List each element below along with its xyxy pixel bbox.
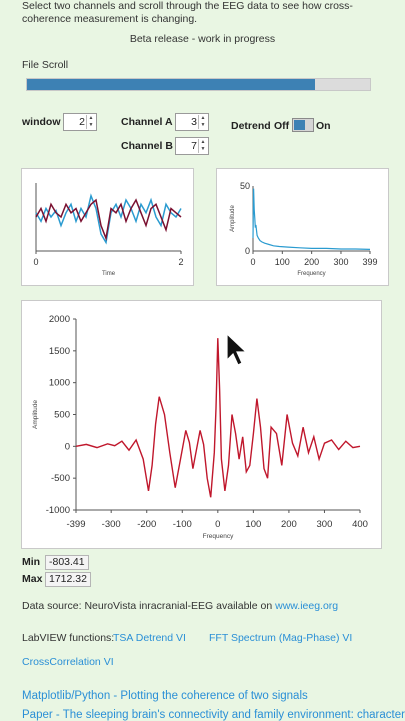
x-tick-label: 300 xyxy=(317,519,333,530)
x-tick-label: 100 xyxy=(245,519,261,530)
fft-spectrum-link[interactable]: FFT Spectrum (Mag-Phase) VI xyxy=(209,632,353,644)
x-tick-label: -200 xyxy=(137,519,156,530)
cross-correlation-chart: -399 -300 -200 -100 0 100 200 300 40020001500100… xyxy=(32,314,368,540)
x-tick-label: 300 xyxy=(333,257,348,267)
spectrum-panel: 0 100 200 300 399 0 50 Frequency Amplitude xyxy=(216,168,389,286)
y-tick-label: 0 xyxy=(245,246,250,256)
stepper-arrows-icon[interactable]: ▲ ▼ xyxy=(86,115,95,129)
min-value: -803.41 xyxy=(45,555,89,570)
file-scroll-label: File Scroll xyxy=(22,59,69,71)
toggle-knob xyxy=(294,120,305,130)
stepper-arrows-icon[interactable]: ▲ ▼ xyxy=(198,139,207,153)
x-tick-label: 399 xyxy=(362,257,377,267)
intro-text: Select two channels and scroll through t… xyxy=(22,0,353,25)
x-tick-label: -399 xyxy=(66,519,85,530)
ieeg-link[interactable]: www.ieeg.org xyxy=(275,600,339,612)
tsa-detrend-link[interactable]: TSA Detrend VI xyxy=(113,632,186,644)
y-axis-label: Amplitude xyxy=(32,400,39,429)
channel-b-value: 7 xyxy=(191,140,197,152)
max-value: 1712.32 xyxy=(45,572,91,587)
file-scroll-slider[interactable] xyxy=(26,78,371,91)
y-tick-label: -1000 xyxy=(46,505,70,516)
spectrum-line xyxy=(252,188,371,250)
spectrum-chart: 0 100 200 300 399 0 50 Frequency Amplitude xyxy=(230,181,378,277)
beta-notice: Beta release - work in progress xyxy=(129,33,276,45)
x-tick-label: 0 xyxy=(250,257,255,267)
mouse-pointer-icon xyxy=(226,333,248,366)
data-source: Data source: NeuroVista inracranial-EEG … xyxy=(22,600,338,612)
x-axis-label: Frequency xyxy=(203,533,234,540)
labview-label: LabVIEW functions: xyxy=(22,632,115,644)
min-label: Min xyxy=(22,556,41,568)
x-tick-label: -300 xyxy=(102,519,121,530)
x-tick-label: 400 xyxy=(352,519,368,530)
y-tick-label: 1000 xyxy=(49,378,70,389)
x-tick-label: 0 xyxy=(215,519,220,530)
channel-a-stepper[interactable]: 3 ▲ ▼ xyxy=(175,113,209,131)
y-tick-label: 0 xyxy=(65,441,70,452)
y-axis-label: Amplitude xyxy=(230,205,236,232)
detrend-label: Detrend xyxy=(231,120,271,132)
x-tick-label: 200 xyxy=(281,519,297,530)
detrend-on-label: On xyxy=(316,120,331,132)
channel-b-label: Channel B xyxy=(121,140,173,152)
x-tick-label: 200 xyxy=(304,257,319,267)
max-label: Max xyxy=(22,573,43,585)
window-value: 2 xyxy=(79,116,85,128)
y-tick-label: -500 xyxy=(51,473,70,484)
x-axis-label: Time xyxy=(102,271,116,277)
matplotlib-link[interactable]: Matplotlib/Python - Plotting the coheren… xyxy=(22,690,308,702)
paper-link[interactable]: Paper - The sleeping brain's connectivit… xyxy=(22,709,405,721)
detrend-off-label: Off xyxy=(274,120,290,132)
detrend-toggle[interactable] xyxy=(292,118,314,132)
x-axis-label: Frequency xyxy=(297,271,325,277)
window-stepper[interactable]: 2 ▲ ▼ xyxy=(63,113,97,131)
y-tick-label: 50 xyxy=(240,181,250,191)
x-tick-label: 0 xyxy=(33,257,38,267)
time-series-line-2 xyxy=(35,198,182,242)
channel-a-label: Channel A xyxy=(121,116,173,128)
cross-correlation-link[interactable]: CrossCorrelation VI xyxy=(22,656,114,668)
cross-correlation-panel: -399 -300 -200 -100 0 100 200 300 400 2000 1500 100… xyxy=(21,300,382,549)
x-tick-label: 2 xyxy=(178,257,183,267)
window-label: window xyxy=(22,116,61,128)
x-tick-label: 100 xyxy=(275,257,290,267)
y-tick-label: 2000 xyxy=(49,314,70,325)
time-series-panel: 0 2 Time xyxy=(21,168,194,286)
stepper-arrows-icon[interactable]: ▲ ▼ xyxy=(198,115,207,129)
time-series-chart: 0 2 Time xyxy=(33,183,184,277)
file-scroll-fill[interactable] xyxy=(27,79,316,90)
channel-a-value: 3 xyxy=(191,116,197,128)
y-tick-label: 500 xyxy=(54,410,70,421)
cross-correlation-line xyxy=(75,338,361,498)
x-tick-label: -100 xyxy=(173,519,192,530)
data-source-text: Data source: NeuroVista inracranial-EEG … xyxy=(22,600,276,612)
channel-b-stepper[interactable]: 7 ▲ ▼ xyxy=(175,137,209,155)
y-tick-label: 1500 xyxy=(49,346,70,357)
